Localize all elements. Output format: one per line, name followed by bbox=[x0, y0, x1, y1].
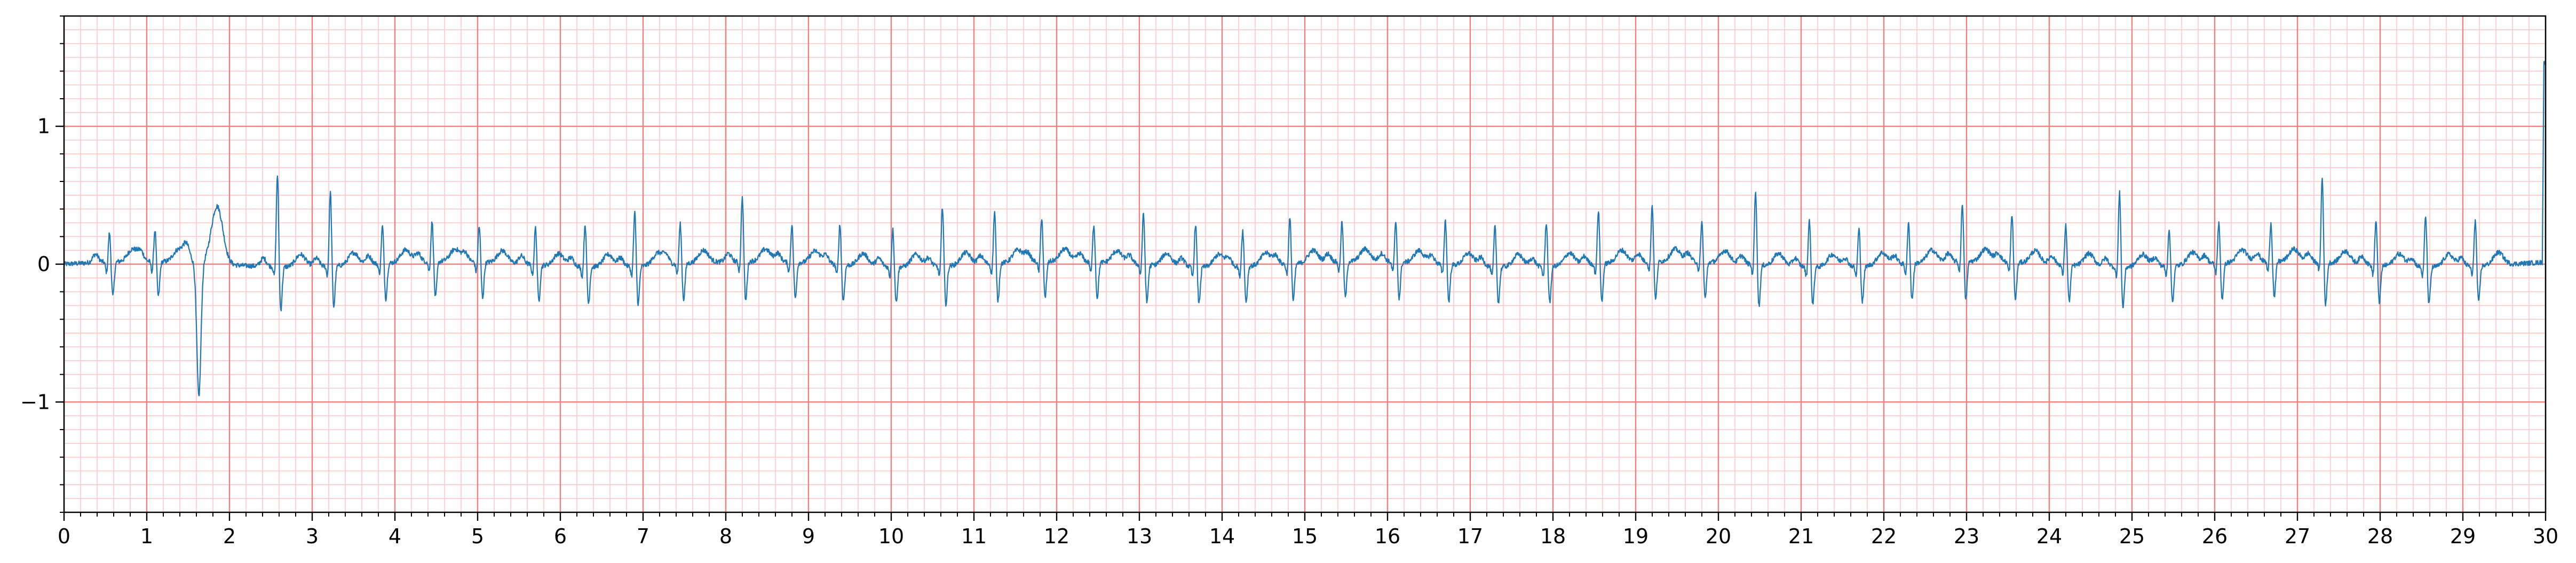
x-tick-label: 14 bbox=[1209, 525, 1235, 548]
x-tick-label: 7 bbox=[637, 525, 649, 548]
x-tick-label: 29 bbox=[2450, 525, 2476, 548]
y-axis: −1 0 1 bbox=[20, 15, 64, 513]
ecg-trace-line bbox=[63, 60, 2546, 397]
x-tick-label: 6 bbox=[554, 525, 567, 548]
y-tick-label: 0 bbox=[37, 252, 50, 276]
x-tick-label: 0 bbox=[58, 525, 70, 548]
x-tick-label: 18 bbox=[1540, 525, 1566, 548]
x-tick-label: 5 bbox=[471, 525, 484, 548]
x-tick-label: 12 bbox=[1044, 525, 1069, 548]
x-tick-label: 9 bbox=[802, 525, 815, 548]
y-tick-label: −1 bbox=[20, 390, 50, 414]
x-tick-label: 11 bbox=[961, 525, 987, 548]
x-tick-label: 16 bbox=[1375, 525, 1400, 548]
x-tick-label: 26 bbox=[2202, 525, 2228, 548]
x-tick-label: 10 bbox=[878, 525, 904, 548]
x-tick-label: 21 bbox=[1788, 525, 1814, 548]
x-tick-label: 13 bbox=[1127, 525, 1152, 548]
x-tick-label: 17 bbox=[1457, 525, 1483, 548]
x-tick-label: 22 bbox=[1871, 525, 1897, 548]
major-grid bbox=[63, 16, 2547, 512]
x-tick-label: 28 bbox=[2367, 525, 2393, 548]
x-tick-label: 20 bbox=[1706, 525, 1731, 548]
x-axis: 0 1 2 3 4 5 6 7 8 9 10 11 12 13 14 15 16 17 18 19 20 21 22 23 24… bbox=[58, 512, 2558, 548]
x-tick-label: 4 bbox=[389, 525, 401, 548]
x-tick-label: 25 bbox=[2119, 525, 2145, 548]
x-tick-label: 1 bbox=[140, 525, 153, 548]
x-tick-label: 27 bbox=[2285, 525, 2310, 548]
x-tick-label: 15 bbox=[1292, 525, 1318, 548]
x-tick-label: 2 bbox=[223, 525, 236, 548]
x-tick-label: 3 bbox=[306, 525, 319, 548]
x-tick-label: 24 bbox=[2036, 525, 2062, 548]
x-tick-label: 19 bbox=[1623, 525, 1648, 548]
x-tick-label: 30 bbox=[2533, 525, 2558, 548]
x-tick-label: 23 bbox=[1954, 525, 1979, 548]
y-tick-label: 1 bbox=[37, 115, 50, 138]
x-tick-label: 8 bbox=[719, 525, 732, 548]
